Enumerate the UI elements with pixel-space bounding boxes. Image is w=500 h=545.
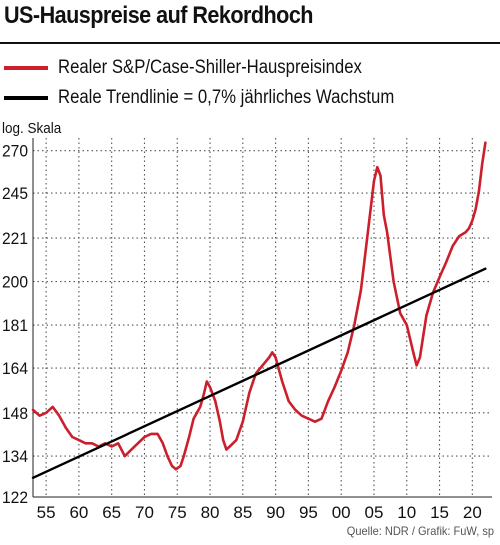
legend-item-red: Realer S&P/Case-Shiller-Hauspreisindex	[0, 55, 403, 81]
title-divider	[0, 42, 500, 44]
x-tick-label: 80	[201, 503, 220, 522]
y-tick-label: 134	[2, 447, 28, 466]
y-tick-label: 181	[2, 316, 28, 335]
legend-label-black: Reale Trendlinie = 0,7% jährliches Wachs…	[58, 87, 395, 108]
legend-label-red: Realer S&P/Case-Shiller-Hauspreisindex	[58, 57, 362, 78]
y-tick-label: 270	[2, 142, 28, 161]
chart-title: US-Hauspreise auf Rekordhoch	[4, 2, 314, 29]
x-tick-label: 10	[397, 503, 416, 522]
y-tick-label: 122	[2, 488, 28, 507]
index-line	[31, 141, 487, 471]
y-tick-label: 221	[2, 229, 28, 248]
legend-item-black: Reale Trendlinie = 0,7% jährliches Wachs…	[0, 85, 440, 111]
y-tick-label: 245	[2, 184, 28, 203]
x-tick-label: 95	[299, 503, 318, 522]
y-tick-label: 164	[2, 359, 28, 378]
legend-swatch-black	[4, 96, 48, 100]
x-tick-label: 85	[233, 503, 252, 522]
x-tick-label: 70	[135, 503, 154, 522]
y-tick-label: 200	[2, 273, 28, 292]
y-tick-label: 148	[2, 404, 28, 423]
x-tick-label: 05	[365, 503, 384, 522]
source-credit: Quelle: NDR / Grafik: FuW, sp	[346, 524, 494, 538]
x-tick-label: 55	[37, 503, 56, 522]
x-tick-label: 15	[430, 503, 449, 522]
trend-line	[31, 267, 487, 479]
x-tick-label: 75	[168, 503, 187, 522]
legend-swatch-red	[4, 66, 48, 70]
y-scale-label: log. Skala	[2, 120, 62, 137]
x-tick-label: 20	[463, 503, 482, 522]
x-tick-label: 90	[266, 503, 285, 522]
x-tick-label: 65	[102, 503, 121, 522]
x-tick-label: 00	[332, 503, 351, 522]
x-tick-label: 60	[69, 503, 88, 522]
